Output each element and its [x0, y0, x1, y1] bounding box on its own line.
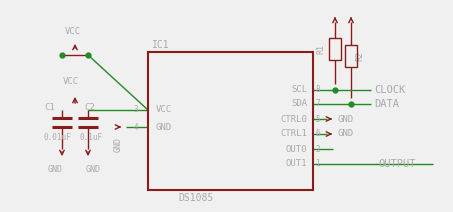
- Text: GND: GND: [86, 165, 101, 173]
- Bar: [329, 38, 341, 60]
- Text: 7: 7: [315, 99, 320, 109]
- Text: 0.01uF: 0.01uF: [44, 132, 72, 141]
- Text: 2: 2: [315, 145, 320, 153]
- Text: IC1: IC1: [152, 40, 169, 50]
- Text: 5: 5: [315, 114, 320, 124]
- Text: SDA: SDA: [291, 99, 307, 109]
- Text: 0.1uF: 0.1uF: [80, 132, 103, 141]
- Text: VCC: VCC: [63, 78, 79, 86]
- Text: R1: R1: [316, 44, 325, 54]
- Text: GND: GND: [48, 165, 63, 173]
- Text: DS1085: DS1085: [178, 193, 213, 203]
- Text: 6: 6: [315, 130, 320, 138]
- Text: 4: 4: [133, 123, 138, 131]
- Text: 3: 3: [133, 106, 138, 114]
- Text: 1: 1: [315, 159, 320, 169]
- Text: GND: GND: [338, 114, 354, 124]
- Text: GND: GND: [114, 138, 122, 152]
- Bar: [148, 52, 313, 190]
- Text: R2: R2: [355, 51, 364, 61]
- Text: OUTPUT: OUTPUT: [378, 159, 415, 169]
- Text: CLOCK: CLOCK: [374, 85, 405, 95]
- Text: CTRL1: CTRL1: [280, 130, 307, 138]
- Text: OUT1: OUT1: [285, 159, 307, 169]
- Text: VCC: VCC: [156, 106, 172, 114]
- Text: VCC: VCC: [65, 26, 81, 35]
- Text: GND: GND: [338, 130, 354, 138]
- Text: GND: GND: [156, 123, 172, 131]
- Text: CTRL0: CTRL0: [280, 114, 307, 124]
- Text: C1: C1: [44, 103, 55, 113]
- Bar: [345, 45, 357, 67]
- Text: C2: C2: [84, 103, 95, 113]
- Text: SCL: SCL: [291, 85, 307, 95]
- Text: DATA: DATA: [374, 99, 399, 109]
- Text: OUT0: OUT0: [285, 145, 307, 153]
- Text: 8: 8: [315, 85, 320, 95]
